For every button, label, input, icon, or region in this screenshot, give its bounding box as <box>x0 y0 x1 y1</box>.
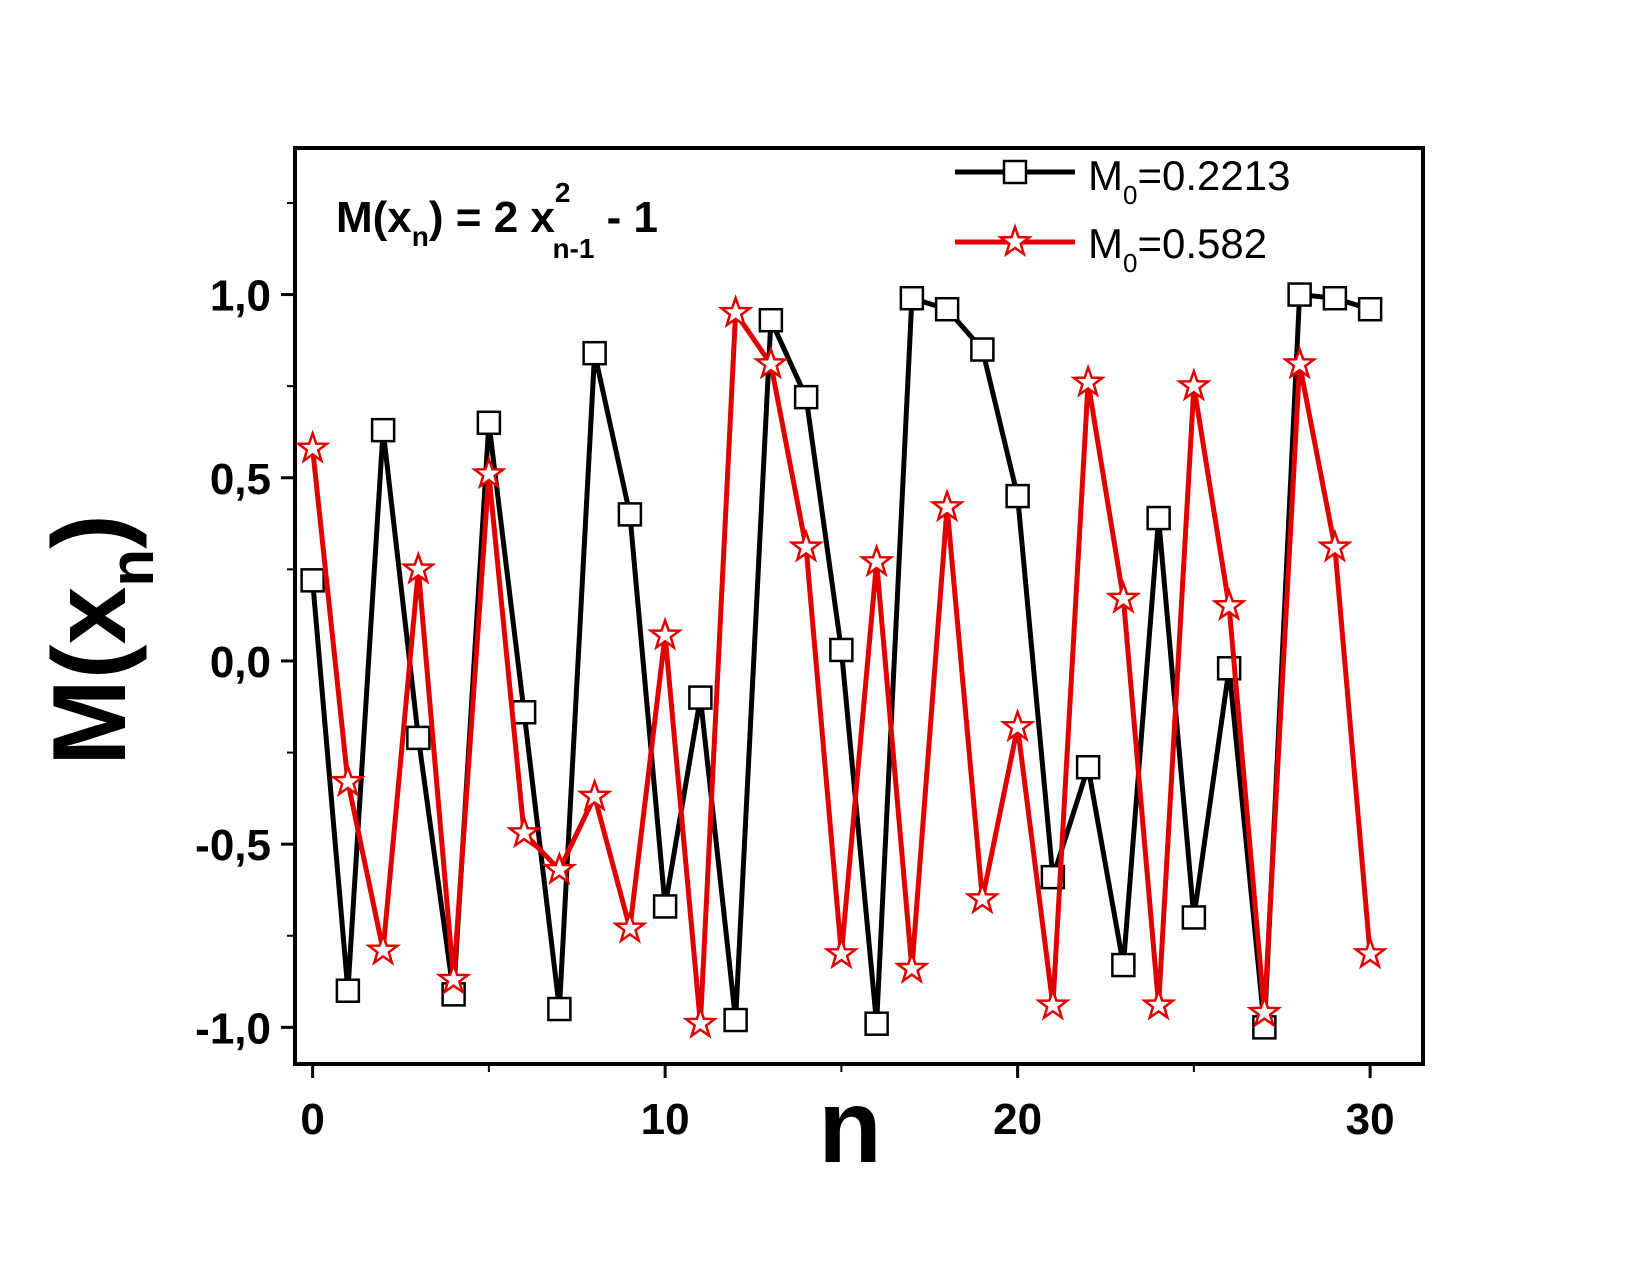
y-tick-label: -0,5 <box>195 821 271 870</box>
data-point-star <box>1140 986 1177 1021</box>
plot-frame <box>293 146 1425 1066</box>
data-point-star <box>471 455 507 490</box>
data-point-square <box>970 337 995 362</box>
data-point-square <box>617 502 643 527</box>
legend-square-marker <box>1002 159 1028 185</box>
data-point-star <box>435 960 472 996</box>
data-point-star <box>682 1004 719 1039</box>
y-tick-label: 1,0 <box>210 272 271 321</box>
data-point-star <box>611 909 648 944</box>
legend: M0=0.2213 M0=0.582 <box>955 152 1290 278</box>
data-point-star <box>893 949 930 985</box>
data-point-star <box>1034 986 1071 1021</box>
data-point-star <box>1211 587 1247 622</box>
data-point-square <box>1357 296 1383 322</box>
legend-label-series-1: M0=0.2213 <box>1088 152 1290 210</box>
y-tick-label: -1,0 <box>195 1004 271 1053</box>
legend-entry-series-1: M0=0.2213 <box>955 152 1290 210</box>
data-point-square <box>934 296 960 322</box>
data-point-square <box>1075 754 1101 780</box>
data-point-square <box>1111 952 1136 978</box>
data-point-square <box>406 725 431 751</box>
data-point-star <box>964 880 1001 915</box>
x-tick-label: 0 <box>300 1095 324 1144</box>
data-point-star <box>329 763 366 798</box>
data-point-star <box>647 616 684 651</box>
data-point-star <box>1105 579 1142 614</box>
data-point-star <box>1175 367 1212 402</box>
data-point-square <box>1322 285 1348 311</box>
data-point-star <box>788 528 825 563</box>
data-point-square <box>300 568 325 593</box>
y-tick-label: 0,5 <box>210 455 271 504</box>
y-axis-label: M(xn) <box>32 514 167 766</box>
data-point-star <box>999 708 1036 743</box>
data-point-square <box>652 894 678 919</box>
data-point-star <box>752 345 789 380</box>
data-point-star <box>1070 363 1106 398</box>
x-axis-label: n <box>818 1069 882 1185</box>
data-point-square <box>1181 905 1207 930</box>
x-tick-label: 20 <box>993 1095 1042 1144</box>
data-point-square <box>476 410 502 436</box>
legend-star-marker <box>997 223 1033 258</box>
data-point-star <box>1281 345 1318 380</box>
data-point-square <box>1005 483 1030 509</box>
data-point-star <box>400 550 437 585</box>
data-point-star <box>1246 993 1283 1028</box>
data-point-square <box>547 996 572 1022</box>
data-point-star <box>294 429 331 464</box>
data-point-star <box>506 814 543 849</box>
data-point-star <box>858 543 895 578</box>
data-point-square <box>758 307 784 333</box>
data-point-square <box>829 637 854 663</box>
data-point-square <box>1146 505 1171 531</box>
data-point-star <box>717 294 754 329</box>
data-point-square <box>335 978 361 1003</box>
axis-ticks: 1,0 0,5 0,0 -0,5 -1,0 0 10 20 30 <box>195 201 1395 1144</box>
data-point-square <box>370 417 396 443</box>
data-point-star <box>1316 528 1353 563</box>
series-layer <box>294 282 1389 1040</box>
legend-entry-series-2: M0=0.582 <box>955 220 1267 278</box>
x-tick-label: 30 <box>1346 1095 1395 1144</box>
data-point-square <box>1287 282 1312 307</box>
data-point-star <box>823 935 860 970</box>
data-point-star <box>929 488 966 523</box>
formula-annotation: M(xn) = 2 x2 n-1 - 1 <box>336 177 658 264</box>
data-point-square <box>864 1011 889 1036</box>
data-point-star <box>1352 935 1389 970</box>
data-point-star <box>576 777 613 812</box>
data-point-square <box>511 700 537 725</box>
data-point-square <box>899 285 925 311</box>
data-point-star <box>541 850 578 885</box>
y-tick-label: 0,0 <box>210 638 271 687</box>
data-point-square <box>793 384 819 410</box>
x-tick-label: 10 <box>641 1095 690 1144</box>
data-point-square <box>582 340 607 366</box>
data-point-square <box>723 1007 748 1033</box>
legend-label-series-2: M0=0.582 <box>1088 220 1267 278</box>
data-point-star <box>365 931 402 966</box>
data-point-square <box>688 685 713 710</box>
